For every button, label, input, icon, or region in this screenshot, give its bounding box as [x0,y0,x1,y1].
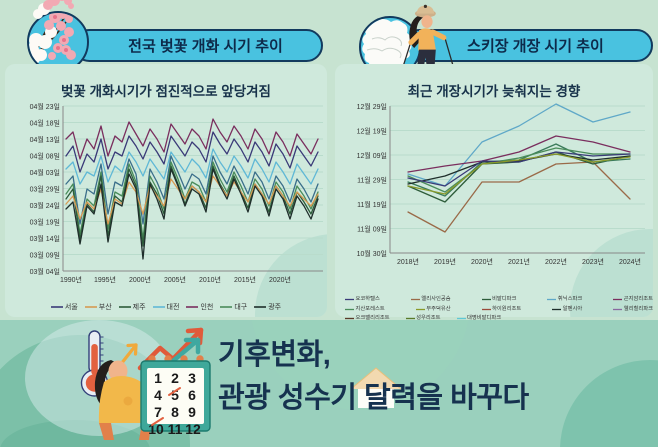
svg-text:03월 14일: 03월 14일 [30,234,60,243]
svg-text:11월 19일: 11월 19일 [357,200,387,209]
svg-text:2021년: 2021년 [508,257,530,266]
svg-text:12월 29일: 12월 29일 [357,102,387,111]
svg-text:7: 7 [154,404,162,420]
svg-text:2020년: 2020년 [269,275,291,284]
svg-text:1995년: 1995년 [94,275,116,284]
svg-text:11월 09일: 11월 09일 [357,225,387,234]
svg-text:2018년: 2018년 [397,257,419,266]
svg-text:03월 29일: 03월 29일 [30,185,60,194]
svg-text:12: 12 [185,421,201,437]
svg-text:04월 03일: 04월 03일 [30,168,60,177]
svg-text:2022년: 2022년 [545,257,567,266]
svg-text:03월 09일: 03월 09일 [30,251,60,260]
svg-text:11: 11 [168,421,183,437]
svg-text:04월 08일: 04월 08일 [30,152,60,161]
svg-text:2019년: 2019년 [434,257,456,266]
svg-text:4: 4 [154,387,162,403]
svg-text:9: 9 [188,404,196,420]
svg-text:2020년: 2020년 [471,257,493,266]
svg-text:03월 19일: 03월 19일 [30,218,60,227]
svg-text:2010년: 2010년 [199,275,221,284]
svg-text:1990년: 1990년 [60,275,82,284]
svg-text:2000년: 2000년 [129,275,151,284]
svg-text:8: 8 [171,404,179,420]
svg-text:2023년: 2023년 [582,257,604,266]
svg-text:03월 04일: 03월 04일 [30,267,60,276]
svg-text:6: 6 [188,387,196,403]
svg-text:2: 2 [171,370,179,386]
svg-text:12월 09일: 12월 09일 [357,151,387,160]
svg-text:04월 23일: 04월 23일 [30,102,60,111]
svg-text:10월 30일: 10월 30일 [357,249,387,258]
svg-text:11월 29일: 11월 29일 [357,176,387,185]
svg-text:04월 18일: 04월 18일 [30,119,60,128]
svg-text:03월 24일: 03월 24일 [30,201,60,210]
svg-text:1: 1 [154,370,162,386]
svg-text:3: 3 [188,370,196,386]
svg-text:2024년: 2024년 [619,257,641,266]
svg-text:12월 19일: 12월 19일 [357,127,387,136]
svg-text:2015년: 2015년 [234,275,256,284]
svg-text:2005년: 2005년 [164,275,186,284]
svg-text:04월 13일: 04월 13일 [30,135,60,144]
